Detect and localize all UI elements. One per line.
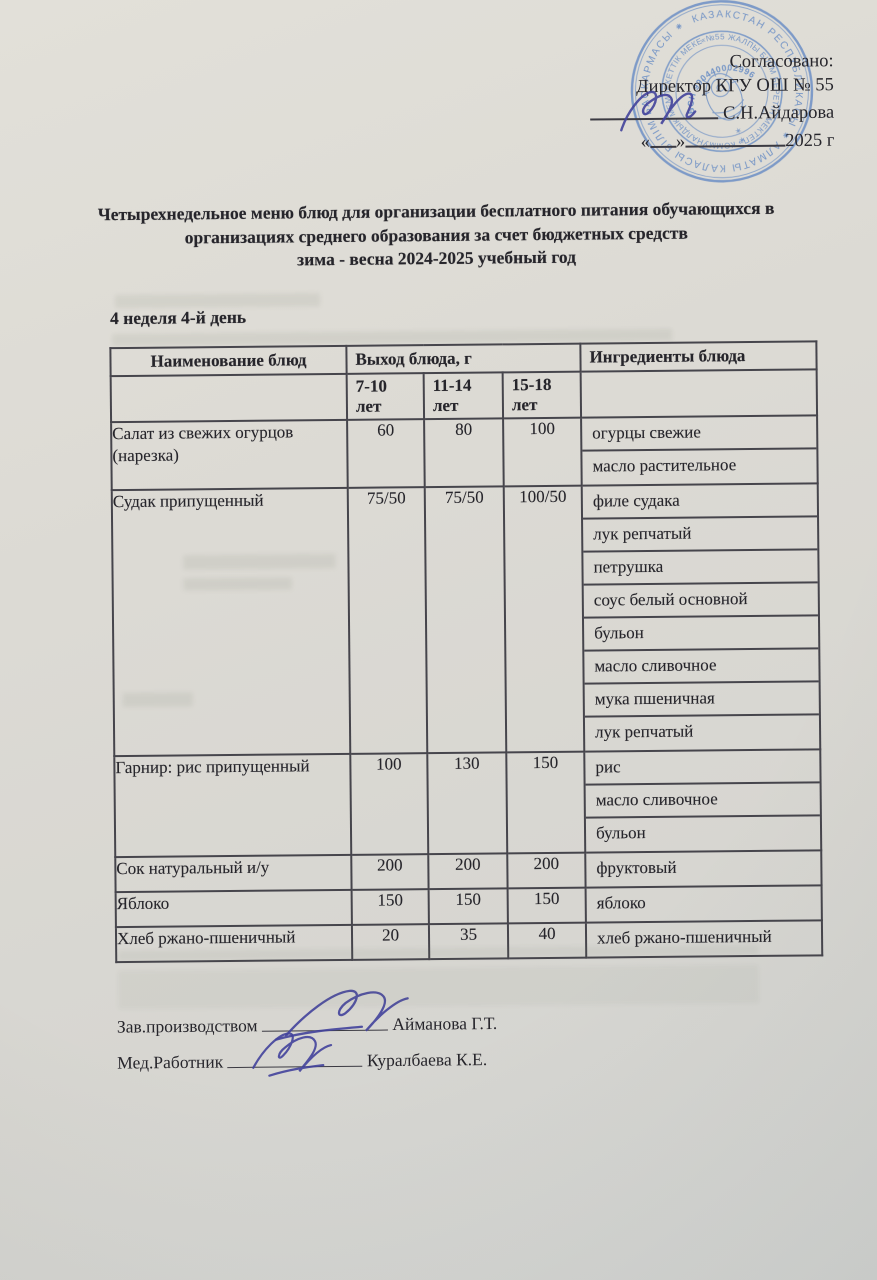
ingredient-item: масло сливочное bbox=[585, 783, 820, 819]
age-range: 11-14 bbox=[432, 375, 472, 396]
signature-role: Зав.производством bbox=[116, 1015, 258, 1037]
subheader-age-7-10: 7-10 лет bbox=[346, 373, 425, 420]
ingredient-item: мука пшеничная bbox=[584, 682, 819, 718]
svg-text:✶: ✶ bbox=[737, 134, 748, 146]
week-day-subtitle: 4 неделя 4-й день bbox=[109, 306, 247, 329]
portion-11-14: 200 bbox=[428, 853, 508, 890]
dish-name: Салат из свежих огурцов (нарезка) bbox=[111, 419, 348, 491]
header-ingredients: Ингредиенты блюда bbox=[580, 341, 817, 372]
ingredients-cell: хлеб ржано-пшеничный bbox=[585, 920, 823, 958]
table-row: Салат из свежих огурцов (нарезка) 60 80 … bbox=[111, 415, 818, 491]
ingredients-cell: огурцы свежие масло растительное bbox=[581, 415, 818, 486]
subheader-age-15-18: 15-18 лет bbox=[502, 371, 582, 419]
bleed-through-ghost bbox=[114, 293, 320, 309]
ingredient-item: рис bbox=[585, 750, 820, 786]
portion-7-10: 150 bbox=[351, 889, 429, 925]
ingredient-item: фруктовый bbox=[596, 857, 677, 878]
ingredients-cell: рис масло сливочное бульон bbox=[584, 749, 822, 853]
portion-11-14: 35 bbox=[428, 923, 509, 960]
production-manager-signature-icon bbox=[274, 989, 409, 1041]
age-unit: лет bbox=[432, 395, 459, 415]
ingredient-item: филе судака bbox=[582, 484, 818, 520]
ingredient-item: масло сливочное bbox=[584, 649, 819, 685]
document-title: Четырехнедельное меню блюд для организац… bbox=[54, 196, 819, 274]
portion-7-10: 75/50 bbox=[347, 487, 428, 754]
table-row: Хлеб ржано-пшеничный 20 35 40 хлеб ржано… bbox=[115, 920, 823, 963]
portion-15-18: 150 bbox=[506, 751, 586, 854]
portion-7-10: 100 bbox=[350, 753, 429, 855]
portion-11-14: 150 bbox=[428, 888, 508, 925]
header-output: Выход блюда, г bbox=[346, 343, 581, 374]
dish-name: Гарнир: рис припущенный bbox=[114, 753, 352, 858]
portion-11-14: 130 bbox=[427, 752, 508, 855]
director-signature-icon bbox=[620, 90, 697, 132]
age-range: 15-18 bbox=[511, 374, 552, 395]
bleed-through-ghost bbox=[118, 964, 759, 1010]
portion-11-14: 80 bbox=[424, 418, 504, 488]
portion-7-10: 60 bbox=[347, 419, 425, 488]
subheader-empty-ingredients bbox=[580, 369, 818, 418]
dish-name: Яблоко bbox=[115, 889, 352, 928]
signature-role: Мед.Работник bbox=[117, 1051, 224, 1073]
dish-name: Судак припущенный bbox=[111, 487, 351, 757]
ingredient-item: петрушка bbox=[583, 550, 818, 586]
age-unit: лет bbox=[355, 396, 382, 416]
ingredient-item: бульон bbox=[584, 616, 819, 652]
portion-15-18: 200 bbox=[507, 852, 586, 889]
approval-agreed-label: Согласовано: bbox=[729, 51, 834, 73]
header-dish-name: Наименование блюд bbox=[110, 345, 347, 377]
age-unit: лет bbox=[511, 394, 538, 414]
age-range: 7-10 bbox=[355, 376, 388, 396]
portion-15-18: 40 bbox=[507, 922, 587, 959]
portion-7-10: 20 bbox=[351, 924, 430, 960]
svg-text:✶: ✶ bbox=[733, 125, 744, 137]
official-round-stamp-icon: КАЗАКСТАН РЕСПУБЛИКАСЫ ⁕ АЛМАТЫ КАЛАСЫ Б… bbox=[621, 0, 823, 192]
ingredients-cell: фруктовый bbox=[585, 850, 822, 888]
medical-worker-signature-icon bbox=[252, 1032, 333, 1077]
portion-15-18: 150 bbox=[507, 887, 586, 924]
ingredient-item: хлеб ржано-пшеничный bbox=[596, 926, 772, 948]
portion-7-10: 200 bbox=[351, 854, 429, 890]
portion-15-18: 100/50 bbox=[503, 485, 585, 753]
table-row: Гарнир: рис припущенный 100 130 150 рис … bbox=[114, 749, 822, 858]
ingredients-cell: яблоко bbox=[585, 885, 822, 923]
ingredient-item: соус белый основной bbox=[583, 583, 819, 619]
table-row: Судак припущенный 75/50 75/50 100/50 фил… bbox=[111, 483, 821, 757]
ingredient-item: лук репчатый bbox=[583, 517, 818, 553]
subheader-age-11-14: 11-14 лет bbox=[423, 372, 504, 420]
table-subheader-row: 7-10 лет 11-14 лет 15-18 лет bbox=[110, 369, 818, 423]
ingredient-item: лук репчатый bbox=[595, 721, 694, 742]
ingredient-item: огурцы свежие bbox=[582, 416, 817, 452]
ingredient-item: бульон bbox=[595, 823, 646, 843]
portion-15-18: 100 bbox=[503, 417, 582, 487]
stamp-emblem-icon: ✶ ✶ bbox=[701, 68, 748, 146]
ingredient-item: масло растительное bbox=[592, 455, 737, 476]
subheader-empty-name bbox=[110, 373, 348, 423]
signature-name: Куралбаева К.Е. bbox=[366, 1049, 488, 1071]
approval-year: 2025 г bbox=[785, 130, 835, 152]
ingredient-item: яблоко bbox=[596, 893, 646, 913]
dish-name: Хлеб ржано-пшеничный bbox=[115, 924, 353, 963]
portion-11-14: 75/50 bbox=[424, 486, 507, 754]
menu-table: Наименование блюд Выход блюда, г Ингреди… bbox=[109, 340, 823, 963]
dish-name: Сок натуральный и/у bbox=[115, 854, 352, 893]
ingredients-cell: филе судака лук репчатый петрушка соус б… bbox=[581, 483, 821, 752]
